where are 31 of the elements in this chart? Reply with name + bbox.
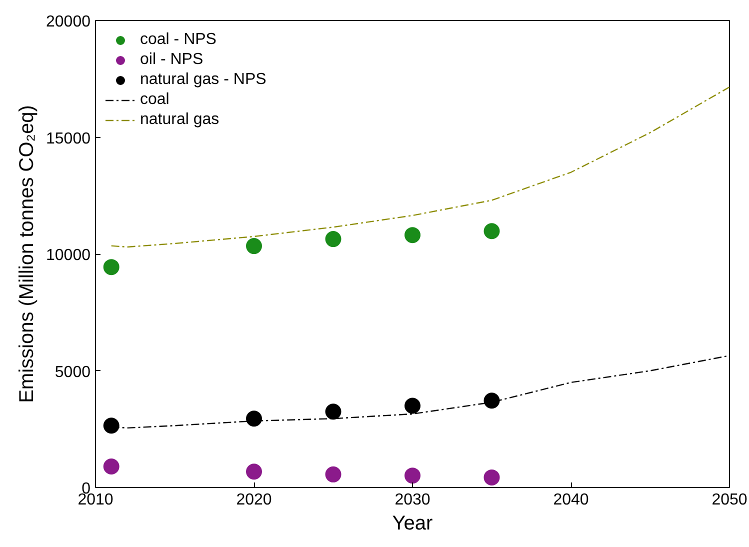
x-axis-title: Year: [392, 512, 434, 534]
point: [325, 231, 342, 248]
point: [246, 238, 262, 254]
point: [103, 458, 120, 474]
point: [484, 469, 500, 486]
legend-label: natural gas - NPS: [140, 71, 266, 89]
x-tick-label: 2030: [394, 492, 430, 508]
y-tick-label: 15000: [46, 130, 91, 148]
point: [484, 223, 500, 240]
line-series: [110, 86, 730, 248]
y-axis-title: Emissions (Million tonnes CO₂eq): [16, 105, 38, 403]
x-tick-label: 2020: [236, 492, 272, 508]
point: [325, 466, 342, 482]
point: [404, 398, 420, 414]
y-tick-label: 5000: [54, 364, 91, 381]
point: [103, 418, 120, 434]
legend-label: coal - NPS: [140, 31, 216, 49]
x-tick-label: 2040: [553, 492, 589, 508]
point: [484, 392, 500, 409]
y-tick-label: 10000: [46, 247, 91, 264]
point: [325, 404, 342, 420]
point: [404, 468, 420, 484]
point: [404, 227, 420, 244]
legend-label: coal: [140, 91, 170, 109]
legend-label: natural gas: [140, 111, 220, 129]
point: [246, 464, 262, 480]
legend-label: oil - NPS: [140, 51, 204, 69]
x-tick-label: 2050: [712, 492, 748, 508]
y-tick-label: 20000: [46, 14, 91, 30]
point: [246, 410, 262, 427]
point: [103, 259, 120, 276]
